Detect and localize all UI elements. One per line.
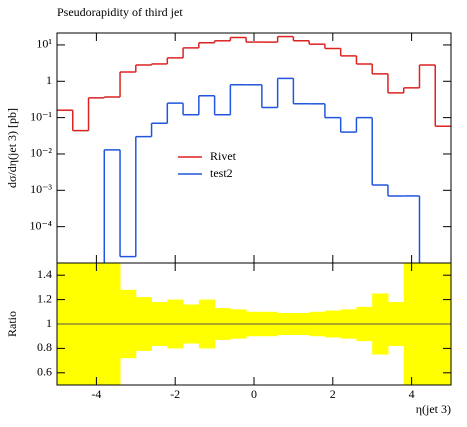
ratio-frame	[56, 262, 452, 386]
y-tick-label: 1.2	[37, 291, 52, 305]
chart-title: Pseudorapidity of third jet	[57, 5, 183, 19]
y-tick-label: 10⁻³	[30, 182, 52, 196]
legend-label: Rivet	[210, 149, 237, 163]
x-tick-label: 2	[330, 387, 336, 401]
y-tick-label: 10⁻¹	[30, 109, 52, 123]
y-axis-label: dσ/dη(jet 3) [pb]	[5, 108, 19, 188]
y-tick-label: 1.4	[37, 267, 52, 281]
y-tick-label: 0.8	[37, 340, 52, 354]
y-tick-label: 0.6	[37, 365, 52, 379]
y-tick-label: 10⁻²	[30, 146, 52, 160]
x-tick-label: -2	[170, 387, 180, 401]
y-tick-label: 1	[46, 73, 52, 87]
y-tick-label: 1	[46, 316, 52, 330]
legend-label: test2	[210, 166, 233, 180]
x-tick-label: -4	[91, 387, 101, 401]
x-axis-label: η(jet 3)	[416, 402, 451, 416]
y-tick-label: 10¹	[36, 37, 52, 51]
ratio-axis-label: Ratio	[5, 311, 19, 337]
x-tick-label: 0	[251, 387, 257, 401]
x-tick-label: 4	[409, 387, 415, 401]
plot-frame	[56, 32, 452, 264]
y-tick-label: 10⁻⁴	[29, 218, 52, 232]
